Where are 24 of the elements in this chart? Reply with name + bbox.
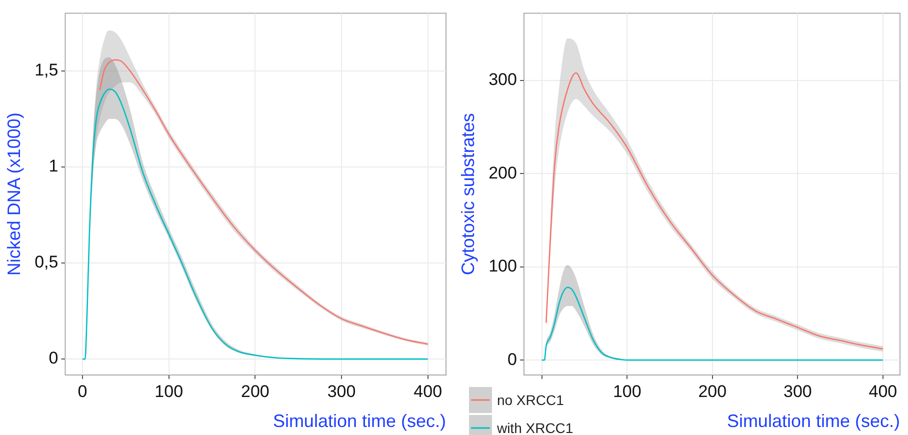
y-tick-label: 200: [488, 163, 517, 182]
legend-label: with XRCC1: [496, 420, 574, 435]
y-tick-label: 300: [488, 70, 517, 90]
y-axis-title: Cytotoxic substrates: [458, 113, 478, 276]
x-tick-label: 0: [78, 382, 88, 401]
y-axis-title: Nicked DNA (x1000): [4, 112, 24, 276]
x-tick-label: 400: [414, 382, 442, 401]
y-tick-label: 0: [48, 348, 58, 368]
x-axis-title: Simulation time (sec.): [726, 411, 900, 432]
x-tick-label: 300: [327, 382, 356, 401]
y-tick-label: 1,5: [34, 60, 58, 80]
x-axis-title: Simulation time (sec.): [272, 411, 446, 432]
legend-label: no XRCC1: [496, 392, 564, 408]
y-tick-label: 0: [507, 350, 517, 369]
x-tick-label: 200: [698, 382, 727, 401]
x-tick-label: 400: [868, 382, 898, 401]
y-tick-label: 1: [48, 156, 58, 176]
x-tick-label: 100: [154, 382, 184, 401]
x-tick-label: 200: [240, 382, 270, 401]
y-tick-label: 0,5: [34, 252, 58, 272]
x-tick-label: 300: [783, 382, 812, 401]
line-series: [541, 286, 884, 361]
x-tick-label: 100: [612, 382, 642, 401]
y-tick-label: 100: [488, 256, 517, 276]
